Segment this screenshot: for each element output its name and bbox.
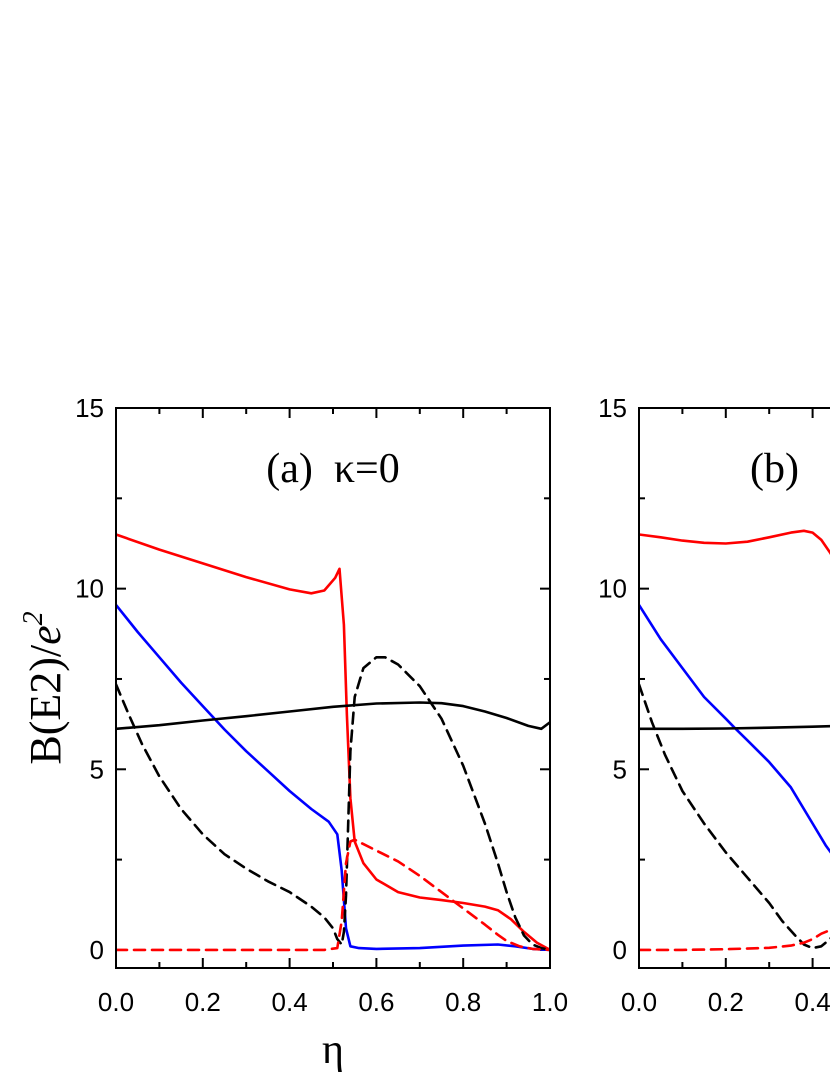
series-line-4 xyxy=(639,683,830,950)
y-axis-title-italic: e xyxy=(21,625,70,645)
series-line-5 xyxy=(639,928,830,952)
series-line-3 xyxy=(639,724,830,731)
panel-b-ticks: 0.0 0.2 0.4 0 5 10 15 xyxy=(598,393,830,1017)
y-tick-label: 0 xyxy=(90,935,104,965)
y-tick-label: 5 xyxy=(90,754,104,784)
series-line-4 xyxy=(116,655,550,952)
y-tick-label: 5 xyxy=(613,754,627,784)
x-tick-label: 0.8 xyxy=(445,987,481,1017)
series-line-5 xyxy=(116,838,550,952)
panel-a-ticks: 0.0 0.2 0.4 0.6 0.8 1.0 0 5 10 15 xyxy=(75,393,568,1017)
panel-a: 0.0 0.2 0.4 0.6 0.8 1.0 0 5 10 15 (a) κ=0 xyxy=(75,393,568,1017)
series-line-1 xyxy=(639,529,830,556)
x-tick-label: 0.6 xyxy=(358,987,394,1017)
y-axis-title-main: B(E2)/ xyxy=(21,644,70,765)
series-line-3 xyxy=(116,701,550,731)
y-axis-title: B(E2)/e2 xyxy=(18,611,70,764)
panel-b-frame xyxy=(638,407,830,969)
y-tick-label: 15 xyxy=(598,393,627,423)
series-line-1 xyxy=(116,533,550,952)
x-tick-label: 0.4 xyxy=(795,987,830,1017)
x-tick-label: 0.2 xyxy=(708,987,744,1017)
y-tick-label: 0 xyxy=(613,935,627,965)
panel-a-series xyxy=(116,533,550,952)
x-tick-label: 0.2 xyxy=(185,987,221,1017)
x-tick-label: 0.0 xyxy=(621,987,657,1017)
y-tick-label: 15 xyxy=(75,393,104,423)
x-tick-label: 0.4 xyxy=(272,987,308,1017)
panel-b-label: (b) xyxy=(750,446,799,492)
panel-b: 0.0 0.2 0.4 0 5 10 15 (b) xyxy=(598,393,830,1017)
y-axis-title-sup: 2 xyxy=(18,611,49,625)
x-axis-title: η xyxy=(322,1027,344,1073)
x-tick-label: 0.0 xyxy=(98,987,134,1017)
y-tick-label: 10 xyxy=(75,574,104,604)
y-tick-label: 10 xyxy=(598,574,627,604)
x-tick-label: 1.0 xyxy=(532,987,568,1017)
panel-a-frame xyxy=(115,407,551,969)
series-line-2 xyxy=(116,603,550,952)
panel-a-label: (a) κ=0 xyxy=(266,446,399,492)
panel-b-series xyxy=(639,529,830,952)
series-line-2 xyxy=(639,603,830,854)
